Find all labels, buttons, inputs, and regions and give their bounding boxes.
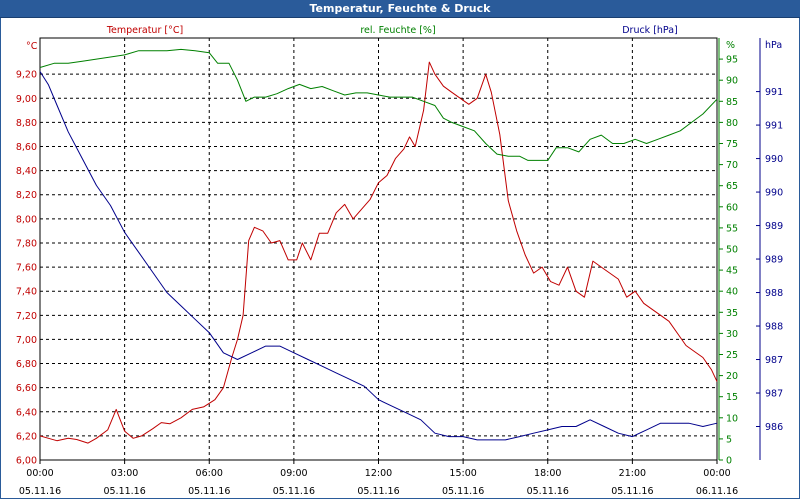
- humidity-tick-label: 5: [726, 434, 732, 445]
- humidity-tick-label: 75: [726, 139, 738, 150]
- temperature-tick-label: 6,80: [16, 359, 37, 370]
- temperature-tick-label: 6,40: [16, 407, 37, 418]
- pressure-unit: hPa: [765, 40, 782, 51]
- temperature-tick-label: 6,60: [16, 383, 37, 394]
- x-tick-time: 00:00: [26, 468, 53, 479]
- temperature-tick-label: 7,00: [16, 335, 37, 346]
- chart-title: Temperatur, Feuchte & Druck: [0, 0, 800, 18]
- x-tick-time: 06:00: [196, 468, 223, 479]
- x-tick-date: 05.11.16: [442, 486, 484, 497]
- humidity-tick-label: 85: [726, 97, 738, 108]
- humidity-tick-label: 80: [726, 118, 738, 129]
- humidity-tick-label: 55: [726, 223, 738, 234]
- x-tick-date: 05.11.16: [611, 486, 653, 497]
- x-tick-date: 05.11.16: [103, 486, 145, 497]
- pressure-tick-label: 989: [765, 255, 783, 266]
- x-tick-date: 05.11.16: [188, 486, 230, 497]
- pressure-tick-label: 990: [765, 188, 783, 199]
- pressure-tick-label: 986: [765, 422, 783, 433]
- humidity-axis-label: rel. Feuchte [%]: [360, 25, 435, 36]
- pressure-tick-label: 988: [765, 288, 783, 299]
- temperature-tick-label: 6,00: [16, 456, 37, 467]
- x-tick-date: 05.11.16: [19, 486, 61, 497]
- x-tick-date: 05.11.16: [527, 486, 569, 497]
- axes: [39, 38, 761, 464]
- humidity-tick-label: 40: [726, 287, 738, 298]
- humidity-tick-label: 20: [726, 371, 738, 382]
- x-tick-time: 03:00: [111, 468, 138, 479]
- pressure-tick-label: 990: [765, 154, 783, 165]
- temperature-tick-label: 7,40: [16, 287, 37, 298]
- tick-labels: 00:00 05.11.16 03:00 05.11.16 06:00 05.11.16 0…: [16, 55, 783, 497]
- humidity-tick-label: 65: [726, 181, 738, 192]
- temperature-tick-label: 6,20: [16, 431, 37, 442]
- humidity-tick-label: 10: [726, 413, 738, 424]
- humidity-tick-label: 50: [726, 245, 738, 256]
- temperature-tick-label: 9,20: [16, 70, 37, 81]
- pressure-series-line: [39, 71, 718, 441]
- x-tick-time: 21:00: [619, 468, 646, 479]
- x-tick-date: 05.11.16: [273, 486, 315, 497]
- humidity-tick-label: 35: [726, 308, 738, 319]
- temperature-tick-label: 8,60: [16, 142, 37, 153]
- temperature-tick-label: 8,20: [16, 190, 37, 201]
- x-tick-time: 09:00: [280, 468, 307, 479]
- temperature-tick-label: 7,20: [16, 311, 37, 322]
- pressure-tick-label: 991: [765, 87, 783, 98]
- temperature-tick-label: 7,60: [16, 263, 37, 274]
- humidity-series-line: [39, 48, 718, 161]
- x-tick-time: 18:00: [534, 468, 561, 479]
- temperature-tick-label: 8,80: [16, 118, 37, 129]
- grid-lines: [40, 38, 717, 460]
- humidity-tick-label: 0: [726, 456, 732, 467]
- x-tick-date: 05.11.16: [357, 486, 399, 497]
- humidity-tick-label: 30: [726, 329, 738, 340]
- x-tick-date: 06.11.16: [696, 486, 738, 497]
- humidity-tick-label: 70: [726, 160, 738, 171]
- humidity-tick-label: 95: [726, 55, 738, 66]
- temperature-tick-label: 8,00: [16, 214, 37, 225]
- humidity-tick-label: 60: [726, 202, 738, 213]
- humidity-tick-label: 45: [726, 266, 738, 277]
- pressure-tick-label: 988: [765, 322, 783, 333]
- temperature-series-line: [39, 61, 718, 444]
- pressure-tick-label: 991: [765, 121, 783, 132]
- temperature-tick-label: 9,00: [16, 94, 37, 105]
- x-tick-time: 12:00: [365, 468, 392, 479]
- pressure-tick-label: 987: [765, 355, 783, 366]
- temperature-tick-label: 7,80: [16, 238, 37, 249]
- pressure-axis-label: Druck [hPa]: [622, 25, 678, 36]
- humidity-tick-label: 15: [726, 392, 738, 403]
- temperature-tick-label: 8,40: [16, 166, 37, 177]
- humidity-unit: %: [726, 40, 735, 51]
- x-tick-time: 15:00: [449, 468, 476, 479]
- temperature-unit: °C: [26, 41, 38, 52]
- x-tick-time: 00:00: [703, 468, 730, 479]
- pressure-tick-label: 989: [765, 221, 783, 232]
- pressure-tick-label: 987: [765, 389, 783, 400]
- humidity-tick-label: 25: [726, 350, 738, 361]
- series-group: [39, 48, 718, 444]
- temperature-axis-label: Temperatur [°C]: [106, 25, 183, 36]
- humidity-tick-label: 90: [726, 76, 738, 87]
